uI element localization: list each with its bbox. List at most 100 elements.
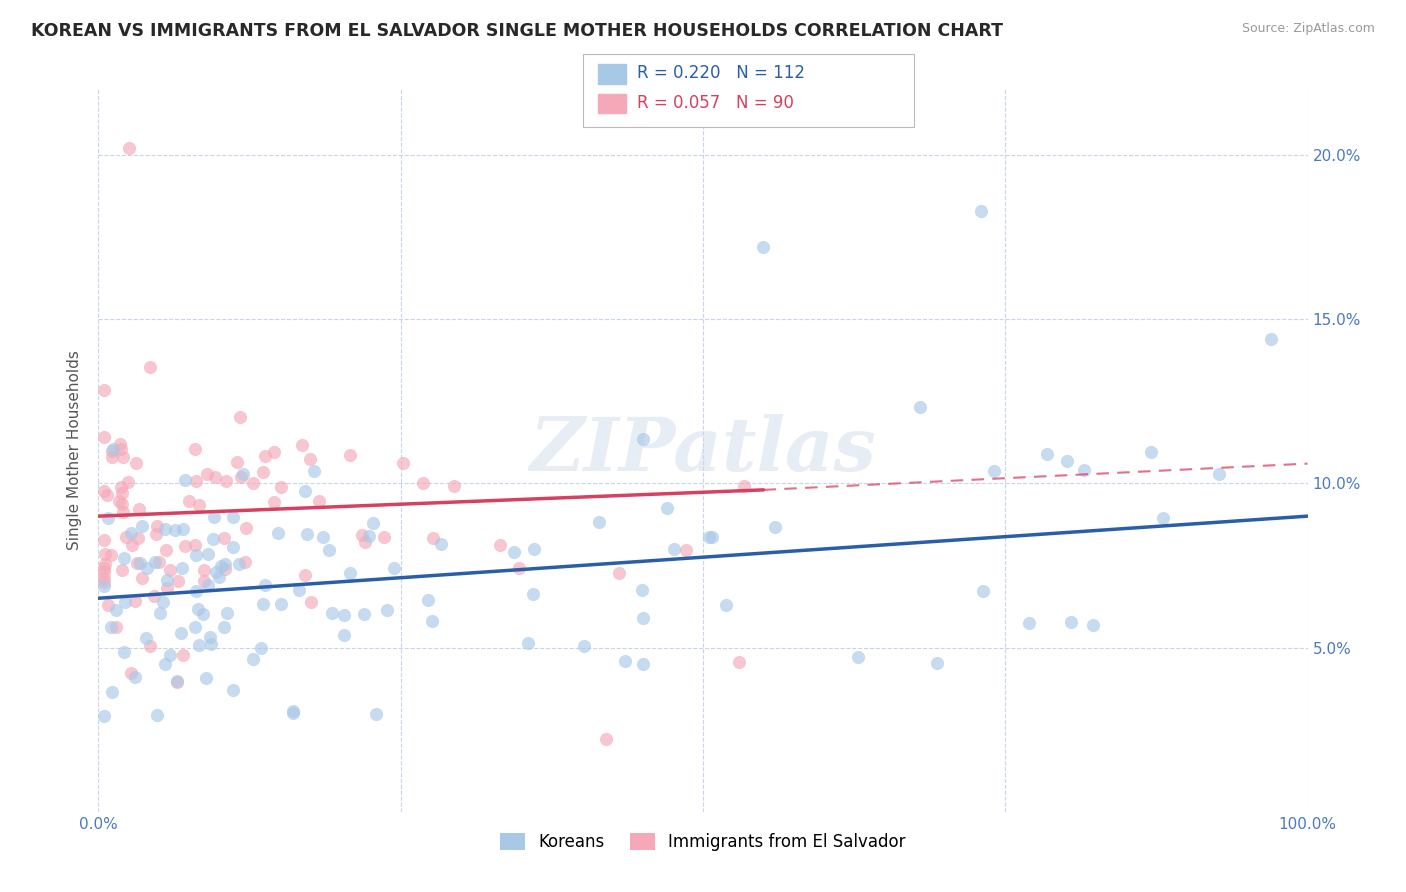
Point xyxy=(321,607,343,621)
Point xyxy=(252,597,274,611)
Point xyxy=(156,581,179,595)
Point xyxy=(142,589,165,603)
Point xyxy=(291,438,314,452)
Point xyxy=(212,620,235,634)
Point xyxy=(1208,467,1230,482)
Point xyxy=(110,480,132,494)
Point xyxy=(131,519,153,533)
Point xyxy=(93,383,115,397)
Point xyxy=(214,562,236,576)
Point xyxy=(607,566,630,581)
Point xyxy=(235,555,257,569)
Point xyxy=(93,708,115,723)
Point xyxy=(112,551,135,566)
Point xyxy=(422,531,444,545)
Point xyxy=(304,464,326,478)
Point xyxy=(163,524,186,538)
Point xyxy=(1260,332,1282,346)
Point xyxy=(204,470,226,484)
Point xyxy=(124,594,146,608)
Point xyxy=(699,530,721,544)
Point xyxy=(353,607,375,622)
Point xyxy=(523,541,546,556)
Point xyxy=(229,409,252,424)
Point xyxy=(209,559,232,574)
Point xyxy=(412,476,434,491)
Text: Source: ZipAtlas.com: Source: ZipAtlas.com xyxy=(1241,22,1375,36)
Point xyxy=(96,488,118,502)
Point xyxy=(197,578,219,592)
Point xyxy=(195,671,218,685)
Point xyxy=(120,666,142,681)
Point xyxy=(155,522,177,536)
Point xyxy=(100,444,122,458)
Point xyxy=(155,657,177,671)
Point xyxy=(117,475,139,489)
Point xyxy=(294,568,316,582)
Point xyxy=(502,545,524,559)
Point xyxy=(97,599,120,613)
Point xyxy=(93,579,115,593)
Point xyxy=(298,452,321,467)
Point xyxy=(353,535,375,549)
Point xyxy=(418,592,440,607)
Point xyxy=(332,608,354,623)
Point xyxy=(124,671,146,685)
Point xyxy=(572,640,595,654)
Point xyxy=(295,527,318,541)
Point xyxy=(170,626,193,640)
Point xyxy=(222,510,245,524)
Point xyxy=(522,587,544,601)
Point xyxy=(127,531,149,545)
Point xyxy=(101,685,124,699)
Point xyxy=(205,565,228,579)
Point xyxy=(159,563,181,577)
Point xyxy=(517,636,540,650)
Point xyxy=(174,539,197,553)
Point xyxy=(222,541,245,555)
Point xyxy=(443,479,465,493)
Point xyxy=(339,448,361,462)
Point xyxy=(166,675,188,690)
Point xyxy=(373,530,395,544)
Point xyxy=(927,656,949,670)
Point xyxy=(93,533,115,548)
Point xyxy=(910,400,932,414)
Point xyxy=(1018,616,1040,631)
Point xyxy=(212,531,235,545)
Point xyxy=(187,602,209,616)
Point xyxy=(1073,463,1095,477)
Point xyxy=(1060,615,1083,630)
Point xyxy=(508,561,530,575)
Point xyxy=(101,450,124,464)
Point xyxy=(252,465,274,479)
Point xyxy=(125,456,148,470)
Point xyxy=(184,548,207,562)
Point xyxy=(270,597,292,611)
Point xyxy=(752,240,775,254)
Point xyxy=(118,141,141,155)
Point xyxy=(702,530,724,544)
Point xyxy=(112,645,135,659)
Point xyxy=(197,547,219,561)
Point xyxy=(253,578,276,592)
Point xyxy=(242,476,264,491)
Point xyxy=(129,557,152,571)
Point xyxy=(588,516,610,530)
Point xyxy=(228,557,250,571)
Point xyxy=(93,561,115,575)
Point xyxy=(357,529,380,543)
Point xyxy=(231,470,253,484)
Point xyxy=(112,450,135,464)
Point xyxy=(177,493,200,508)
Point xyxy=(733,478,755,492)
Point xyxy=(184,442,207,456)
Point xyxy=(595,732,617,747)
Point xyxy=(193,563,215,577)
Point xyxy=(675,542,697,557)
Point xyxy=(188,498,211,512)
Text: R = 0.057   N = 90: R = 0.057 N = 90 xyxy=(637,94,794,112)
Point xyxy=(250,641,273,656)
Point xyxy=(93,574,115,589)
Point xyxy=(382,561,405,575)
